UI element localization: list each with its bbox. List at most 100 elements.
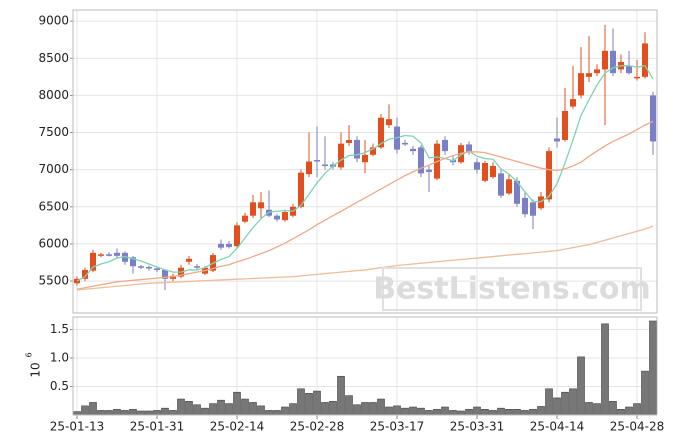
volume-bar	[481, 409, 489, 416]
candle-body	[354, 139, 360, 159]
candle-body	[82, 269, 88, 279]
volume-bar	[353, 404, 361, 416]
candle-body	[426, 169, 432, 172]
candle-body	[570, 99, 576, 107]
volume-bar	[209, 403, 217, 416]
volume-bar	[105, 410, 113, 416]
volume-bar	[361, 402, 369, 416]
candle-body	[346, 139, 352, 143]
y-tick-label: 7500	[38, 125, 69, 139]
y-tick-label: 0.5	[50, 379, 69, 393]
volume-bar	[241, 398, 249, 416]
candle-body	[298, 172, 304, 207]
volume-bar	[521, 410, 529, 416]
volume-bar	[465, 409, 473, 416]
candle-body	[226, 243, 232, 247]
volume-bar	[369, 402, 377, 416]
volume-bar	[145, 410, 153, 416]
plot-layer: 5500 6000 6500 7000 7500 8000 8500 9000 0.5 1.0 1.…	[38, 10, 664, 434]
moving-average-line	[76, 64, 654, 282]
y-tick-label: 1.0	[50, 351, 69, 365]
candle-body	[242, 215, 248, 222]
volume-bar	[417, 407, 425, 416]
candle-body	[522, 197, 528, 215]
candle-body	[98, 254, 104, 256]
candle-body	[650, 95, 656, 142]
candle-body	[186, 258, 192, 262]
volume-bar	[577, 356, 585, 416]
volume-bar	[321, 402, 329, 416]
candle-body	[274, 215, 280, 220]
volume-bar	[569, 388, 577, 416]
volume-bar	[617, 409, 625, 416]
volume-bar	[121, 410, 129, 416]
volume-bar	[249, 402, 257, 416]
candle-body	[514, 180, 520, 204]
candle-body	[362, 154, 368, 163]
volume-bar	[513, 409, 521, 416]
volume-bar	[305, 393, 313, 416]
candle-body	[306, 161, 312, 175]
candle-body	[122, 252, 128, 262]
candle-body	[314, 160, 320, 162]
volume-bar	[233, 391, 241, 416]
x-tick-label: 25-02-14	[210, 420, 264, 434]
candle-body	[490, 165, 496, 178]
x-tick-label: 25-02-28	[290, 420, 344, 434]
price-frame	[72, 9, 658, 314]
candle-body	[602, 50, 608, 70]
volume-bar	[153, 410, 161, 416]
y-tick-label: 6000	[38, 236, 69, 250]
y-tick-label: 7000	[38, 162, 69, 176]
volume-bar	[649, 320, 657, 416]
x-tick-label: 25-01-31	[130, 420, 184, 434]
candle-body	[218, 243, 224, 248]
candle-body	[386, 119, 392, 126]
candle-body	[418, 147, 424, 174]
candle-body	[610, 50, 616, 74]
candle-body	[442, 139, 448, 152]
volume-frame	[72, 316, 658, 416]
candle-body	[546, 151, 552, 200]
volume-bar	[473, 406, 481, 416]
candle-body	[282, 212, 288, 221]
volume-bar	[313, 390, 321, 416]
volume-bar	[265, 410, 273, 416]
volume-bar	[441, 406, 449, 416]
volume-bar	[489, 410, 497, 416]
candle-body	[498, 173, 504, 196]
volume-bar	[137, 410, 145, 416]
volume-bar	[497, 407, 505, 416]
candle-body	[170, 275, 176, 279]
candle-body	[154, 268, 160, 270]
candle-body	[586, 73, 592, 77]
candle-body	[114, 252, 120, 256]
moving-average-line	[76, 120, 654, 290]
volume-bar	[401, 407, 409, 416]
x-tick-label: 25-03-31	[450, 420, 504, 434]
x-tick-label: 25-04-14	[530, 420, 584, 434]
volume-bar	[633, 403, 641, 416]
candle-body	[626, 65, 632, 74]
volume-bar	[217, 399, 225, 416]
candle-body	[634, 76, 640, 79]
candle-body	[410, 148, 416, 152]
y-tick-label: 8000	[38, 88, 69, 102]
volume-bar	[585, 402, 593, 416]
candle-body	[474, 162, 480, 170]
candle-body	[234, 225, 240, 247]
volume-bar	[545, 388, 553, 416]
volume-bar	[225, 403, 233, 416]
volume-bar	[457, 410, 465, 416]
watermark-box	[382, 267, 642, 311]
watermark: BestListens.com	[373, 272, 651, 307]
candle-body	[338, 143, 344, 168]
x-tick-label: 25-03-17	[370, 420, 424, 434]
volume-bar	[425, 410, 433, 416]
volume-bar	[185, 401, 193, 416]
volume-bar	[593, 403, 601, 416]
candle-body	[562, 111, 568, 140]
y-tick-label: 5500	[38, 274, 69, 288]
